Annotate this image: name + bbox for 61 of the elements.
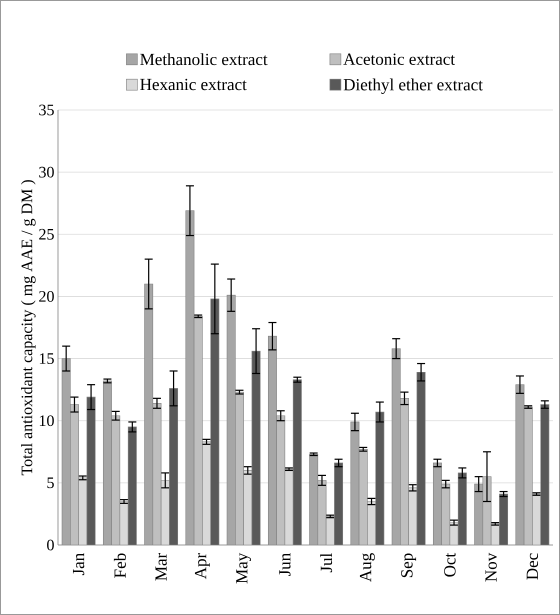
bar	[367, 501, 376, 545]
bar	[482, 476, 492, 545]
y-tick-label: 0	[47, 540, 54, 550]
bar	[169, 388, 178, 545]
x-tick-label: Mar	[155, 552, 167, 581]
x-tick-label: Apr	[194, 552, 210, 580]
x-tick-label: Oct	[444, 552, 456, 577]
y-tick-label: 25	[39, 228, 54, 240]
bar	[416, 372, 426, 545]
x-tick-label: Feb	[114, 553, 126, 578]
y-axis-title: Total antioxidant capacity ( mg AAE / g DM )	[21, 180, 36, 476]
bar	[210, 298, 220, 545]
legend-label: Hexanic extract	[140, 78, 247, 90]
bar	[111, 415, 120, 545]
bar	[540, 404, 550, 545]
bar	[243, 470, 252, 545]
x-tick-label: Aug	[360, 553, 375, 582]
y-tick-label: 5	[47, 478, 54, 488]
bar	[284, 468, 294, 545]
bar	[326, 516, 335, 545]
bar	[276, 415, 286, 545]
y-tick-label: 15	[40, 353, 54, 364]
bar	[532, 494, 541, 545]
bar	[499, 494, 508, 545]
x-tick-label: Jun	[279, 553, 291, 576]
bar	[194, 316, 203, 545]
legend-label: Methanolic extract	[140, 53, 268, 66]
bar	[490, 524, 500, 545]
bar	[375, 412, 384, 545]
bar	[524, 406, 533, 545]
bar	[70, 404, 79, 545]
bar	[450, 522, 458, 545]
legend-label: Acetonic extract	[343, 53, 455, 65]
bar	[292, 379, 302, 545]
x-tick-label: Jul	[320, 553, 332, 572]
bar	[160, 480, 170, 545]
bar	[120, 501, 128, 545]
bar	[235, 392, 244, 545]
y-tick-label: 20	[39, 291, 54, 302]
bar	[458, 472, 467, 545]
bar	[318, 480, 326, 545]
bar	[252, 350, 261, 545]
bar	[441, 484, 450, 545]
bar	[334, 462, 344, 545]
bar	[86, 396, 96, 545]
legend-label: Diethyl ether extract	[344, 78, 483, 94]
bar	[408, 488, 418, 545]
x-tick-label: Jan	[72, 553, 84, 576]
bar	[128, 426, 137, 545]
bar	[400, 398, 409, 545]
x-tick-label: Sep	[401, 553, 416, 578]
bar	[358, 449, 368, 545]
y-tick-label: 10	[40, 415, 54, 426]
x-tick-label: May	[236, 552, 252, 584]
bar	[78, 478, 88, 545]
y-tick-label: 30	[39, 166, 54, 178]
bar	[152, 403, 162, 545]
y-tick-label: 35	[39, 104, 54, 116]
bar	[202, 442, 211, 545]
x-tick-label: Dec	[526, 553, 538, 580]
x-tick-label: Nov	[485, 552, 497, 582]
